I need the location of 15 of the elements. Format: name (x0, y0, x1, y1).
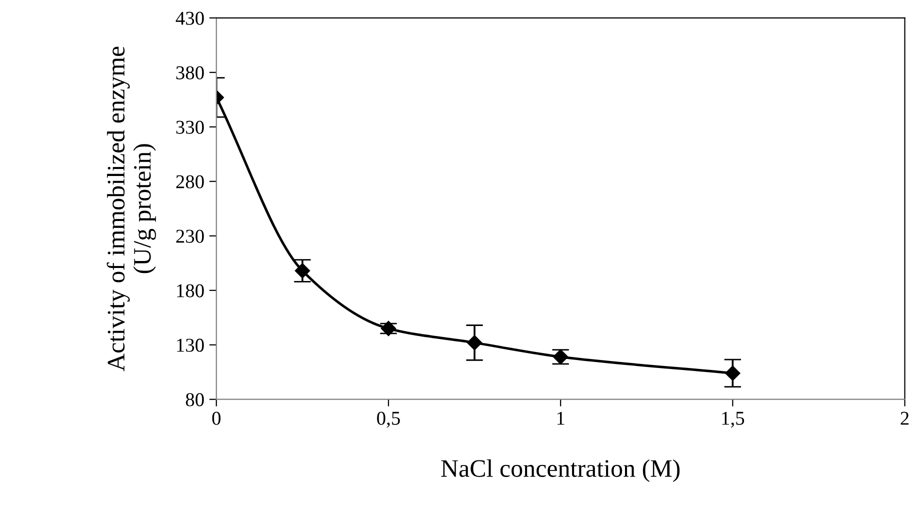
y-tick-label: 230 (176, 230, 204, 243)
x-tick-label: 0,5 (377, 412, 400, 428)
y-tick-label: 330 (176, 120, 204, 134)
x-tick-label: 0 (212, 412, 220, 425)
y-tick-label: 130 (177, 338, 204, 352)
y-tick-label: 80 (186, 393, 204, 406)
y-axis-title: Activity of immobilized enzyme (U/g protein) (106, 46, 156, 372)
x-tick-label: 1 (557, 412, 564, 425)
x-axis-title: NaCl concentration (M) (441, 459, 680, 482)
y-tick-label: 380 (176, 66, 204, 80)
y-tick-label: 430 (176, 12, 204, 25)
y-tick-label: 180 (177, 284, 204, 298)
x-tick-label: 2 (900, 412, 909, 425)
x-tick-label: 1,5 (722, 412, 744, 428)
y-tick-label: 280 (176, 175, 204, 188)
